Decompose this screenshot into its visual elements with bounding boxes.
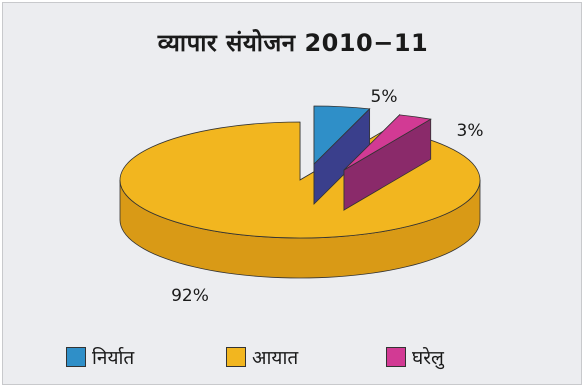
pie-slice-export (313, 105, 371, 205)
slice-top (313, 105, 371, 165)
legend-swatch-domestic (386, 347, 406, 367)
legend-swatch-export (66, 347, 86, 367)
pie-slice-domestic (343, 113, 432, 211)
legend-item-export: निर्यात (66, 344, 134, 370)
legend-label-export: निर्यात (92, 347, 135, 369)
legend: निर्यात आयात घरेलु (0, 344, 586, 370)
legend-label-domestic: घरेलु (412, 347, 444, 369)
data-label-domestic: 3% (457, 121, 484, 141)
legend-item-import: आयात (226, 344, 298, 370)
legend-label-import: आयात (252, 347, 299, 369)
legend-swatch-import (226, 347, 246, 367)
slice-top (343, 114, 432, 171)
chart-title: व्यापार संयोजन 2010−11 (157, 29, 429, 57)
data-label-import: 92% (171, 286, 209, 306)
legend-item-domestic: घरेलु (386, 344, 444, 370)
data-label-export: 5% (371, 87, 398, 107)
